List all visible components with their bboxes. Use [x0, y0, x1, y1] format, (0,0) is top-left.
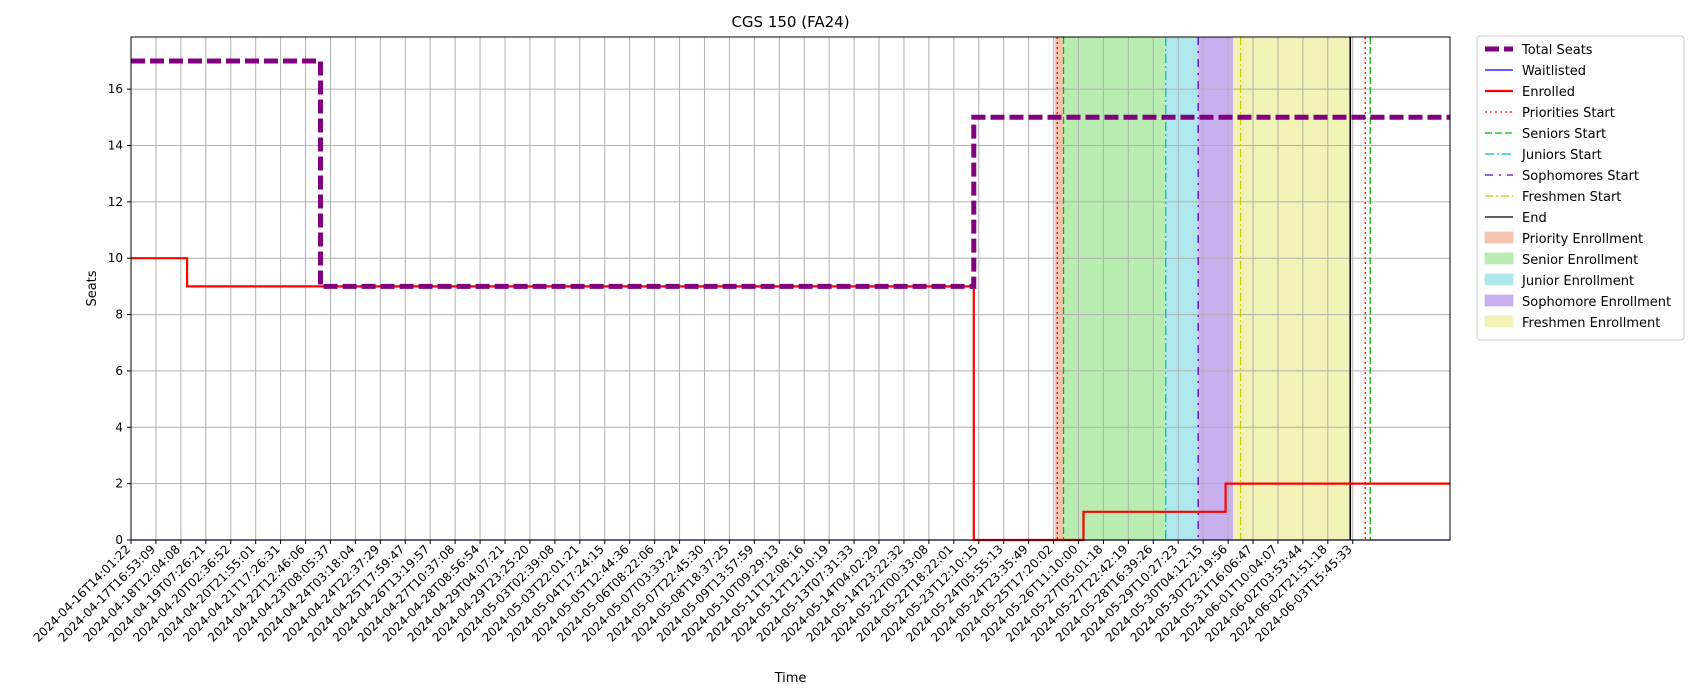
legend-swatch-junior-enrollment	[1484, 273, 1514, 286]
legend-label-priorities-start: Priorities Start	[1522, 106, 1615, 121]
legend-swatch-priority-enrollment	[1484, 231, 1514, 244]
grid-lines	[130, 37, 1450, 541]
legend-label-senior-enrollment: Senior Enrollment	[1522, 253, 1638, 268]
y-axis-ticks: 0 2 4 6 8 10 12 14 16	[108, 82, 131, 547]
plot-frame	[130, 36, 1451, 541]
y-tick-label: 10	[108, 251, 123, 265]
region-sophomore-enrollment	[1198, 37, 1234, 540]
enrollment-regions	[1054, 37, 1351, 540]
y-tick-label: 12	[108, 195, 123, 209]
y-tick-label: 14	[108, 138, 123, 152]
region-freshmen-enrollment	[1233, 37, 1351, 540]
x-axis-ticks: 2024-04-16T14:01:222024-04-17T16:53:0920…	[31, 540, 1355, 645]
phase-start-markers	[1056, 37, 1371, 540]
legend-swatch-senior-enrollment	[1484, 252, 1514, 265]
legend-swatch-sophomore-enrollment	[1484, 294, 1514, 307]
y-tick-label: 4	[115, 420, 123, 434]
y-tick-label: 8	[115, 308, 123, 322]
y-tick-label: 6	[115, 364, 123, 378]
legend-label-seniors-start: Seniors Start	[1522, 127, 1606, 142]
legend-label-junior-enrollment: Junior Enrollment	[1521, 274, 1634, 289]
region-priority-enrollment	[1054, 37, 1064, 540]
legend-label-enrolled: Enrolled	[1522, 85, 1575, 100]
legend-label-juniors-start: Juniors Start	[1521, 148, 1602, 163]
y-tick-label: 2	[115, 477, 123, 491]
chart-title: CGS 150 (FA24)	[731, 13, 849, 31]
legend-label-freshmen-enrollment: Freshmen Enrollment	[1522, 316, 1660, 331]
region-senior-enrollment	[1063, 37, 1166, 540]
legend: Total Seats Waitlisted Enrolled Priorities …	[1476, 35, 1685, 341]
legend-label-end: End	[1522, 211, 1547, 226]
x-axis-title: Time	[774, 671, 807, 686]
legend-swatch-freshmen-enrollment	[1484, 315, 1514, 328]
series-total-seats	[131, 58, 1450, 289]
y-axis-title: Seats	[85, 270, 100, 306]
legend-label-freshmen-start: Freshmen Start	[1522, 190, 1621, 205]
legend-box	[1476, 35, 1685, 341]
y-tick-label: 16	[108, 82, 123, 96]
legend-label-waitlisted: Waitlisted	[1522, 64, 1586, 79]
legend-label-sophomores-start: Sophomores Start	[1522, 169, 1639, 184]
legend-label-priority-enrollment: Priority Enrollment	[1522, 232, 1643, 247]
legend-label-sophomore-enrollment: Sophomore Enrollment	[1522, 295, 1671, 310]
y-tick-label: 0	[115, 533, 123, 547]
legend-label-total-seats: Total Seats	[1521, 43, 1593, 58]
region-junior-enrollment	[1165, 37, 1199, 540]
